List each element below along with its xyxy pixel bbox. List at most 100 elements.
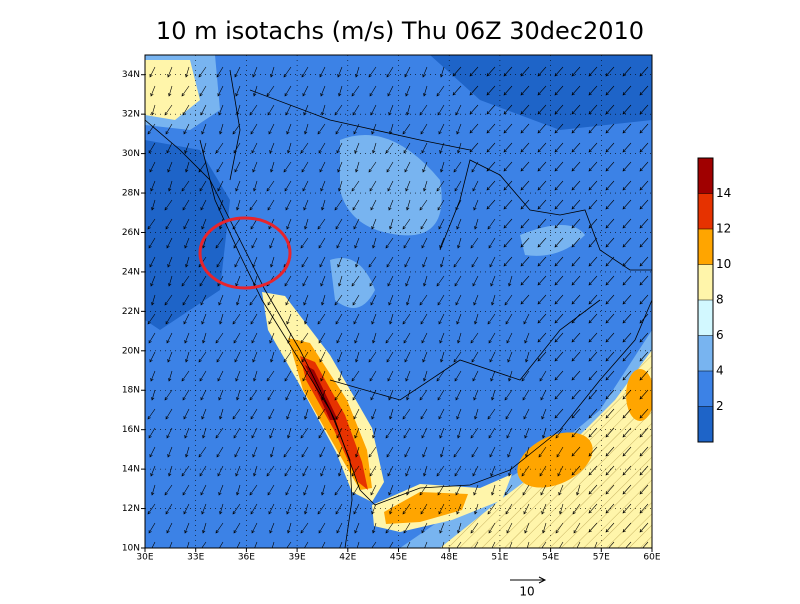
wind-arrow <box>387 370 394 382</box>
wind-arrow <box>303 294 309 306</box>
wind-arrow <box>491 541 496 548</box>
wind-arrow <box>287 142 292 154</box>
wind-arrow <box>151 484 156 496</box>
wind-arrow <box>318 427 326 439</box>
wind-arrow <box>269 332 275 344</box>
wind-arrow <box>387 275 394 287</box>
wind-arrow <box>437 389 445 401</box>
wind-arrow <box>219 313 224 325</box>
wind-arrow <box>639 522 649 533</box>
wind-arrow <box>639 484 649 495</box>
wind-arrow <box>337 351 343 363</box>
x-tick-label: 54E <box>542 553 559 563</box>
wind-arrow <box>454 275 462 287</box>
wind-arrow <box>572 503 581 515</box>
wind-arrow <box>269 237 275 249</box>
wind-arrow <box>182 294 190 306</box>
wind-arrow <box>554 218 564 229</box>
wind-arrow <box>405 370 411 382</box>
wind-arrow <box>622 142 632 153</box>
wind-arrow <box>252 446 258 458</box>
wind-arrow <box>605 389 615 400</box>
wind-arrow <box>216 66 224 78</box>
wind-arrow <box>571 351 581 362</box>
wind-arrow <box>422 66 428 78</box>
wind-arrow <box>588 123 598 134</box>
wind-arrow <box>185 66 190 78</box>
wind-arrow <box>436 370 445 382</box>
wind-arrow <box>437 294 445 306</box>
wind-arrow <box>286 408 292 420</box>
wind-arrow <box>352 389 360 401</box>
wind-arrow <box>371 408 377 420</box>
wind-arrow <box>234 446 241 458</box>
colorbar-label: 10 <box>716 257 731 271</box>
wind-arrow <box>406 484 411 496</box>
wind-arrow <box>405 465 411 477</box>
wind-arrow <box>504 294 513 306</box>
y-tick-label: 16N <box>122 425 140 435</box>
wind-arrow <box>506 427 513 439</box>
wind-arrow <box>301 446 309 458</box>
wind-arrow <box>183 218 190 230</box>
wind-arrow <box>354 522 360 534</box>
wind-arrow <box>218 484 224 496</box>
wind-arrow <box>605 427 615 438</box>
wind-arrow <box>182 484 190 496</box>
wind-arrow <box>337 66 343 78</box>
wind-arrow <box>554 351 564 362</box>
wind-arrow <box>405 180 411 192</box>
reference-label: 10 <box>519 585 534 599</box>
wind-arrow <box>537 351 547 362</box>
wind-arrow <box>605 66 615 77</box>
wind-arrow <box>236 541 241 548</box>
wind-arrow <box>388 104 394 116</box>
x-tick-label: 42E <box>339 553 356 563</box>
wind-arrow <box>335 503 343 515</box>
wind-arrow <box>385 332 394 344</box>
wind-arrow <box>639 332 649 343</box>
wind-arrow <box>300 237 309 249</box>
field-region <box>330 258 375 308</box>
wind-arrow <box>334 484 343 496</box>
wind-arrow <box>286 541 292 548</box>
wind-arrow <box>235 85 241 97</box>
wind-arrow <box>571 332 581 343</box>
wind-arrow <box>284 85 292 97</box>
wind-arrow <box>236 104 241 116</box>
wind-arrow <box>491 294 496 306</box>
wind-arrow <box>440 161 445 173</box>
wind-arrow <box>605 180 615 191</box>
wind-arrow <box>368 161 377 173</box>
wind-arrow <box>402 313 411 325</box>
wind-arrow <box>335 313 343 325</box>
wind-arrow <box>456 123 462 135</box>
wind-arrow <box>336 427 343 439</box>
wind-arrow <box>234 256 241 268</box>
wind-arrow <box>147 313 156 325</box>
wind-arrow <box>588 237 598 248</box>
wind-arrow <box>304 313 309 325</box>
x-tick-label: 30E <box>136 553 153 563</box>
wind-arrow <box>419 294 428 306</box>
wind-arrow <box>372 237 377 249</box>
wind-arrow <box>182 389 190 401</box>
colorbar-box <box>698 193 713 229</box>
wind-arrow <box>386 161 394 173</box>
wind-arrow <box>556 446 564 458</box>
wind-arrow <box>639 256 649 267</box>
wind-arrow <box>269 142 275 154</box>
wind-arrow <box>508 465 513 477</box>
wind-arrow <box>216 256 224 268</box>
wind-arrow <box>232 503 241 515</box>
wind-arrow <box>199 370 207 382</box>
wind-arrow <box>419 199 428 211</box>
wind-arrow <box>486 104 496 115</box>
wind-arrow <box>419 389 428 401</box>
wind-arrow <box>321 389 326 401</box>
wind-arrow <box>301 161 309 173</box>
field-region <box>440 350 652 548</box>
wind-arrow <box>200 199 207 211</box>
wind-arrow <box>470 522 479 534</box>
wind-arrow <box>554 294 564 305</box>
